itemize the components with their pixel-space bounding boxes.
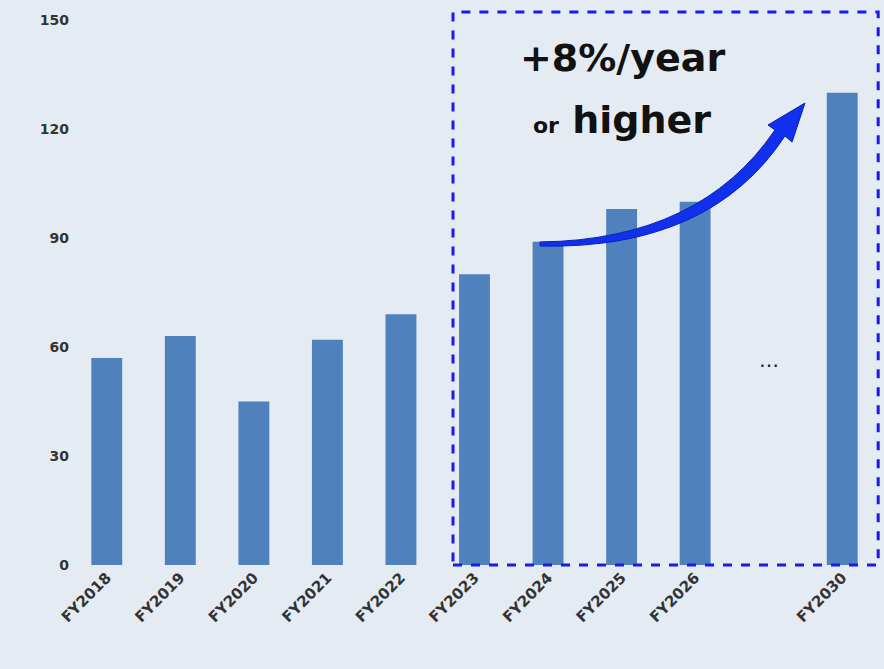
svg-text:FY2030: FY2030 [793, 569, 850, 626]
svg-text:+8%/year: +8%/year [520, 36, 725, 80]
svg-text:30: 30 [50, 448, 70, 464]
svg-text:FY2022: FY2022 [352, 569, 409, 626]
svg-text:FY2024: FY2024 [499, 569, 556, 626]
svg-text:FY2021: FY2021 [278, 569, 335, 626]
svg-text:150: 150 [40, 12, 69, 28]
svg-text:…: … [759, 348, 779, 372]
svg-text:FY2018: FY2018 [58, 569, 115, 626]
svg-text:FY2025: FY2025 [573, 569, 630, 626]
svg-text:FY2019: FY2019 [131, 569, 188, 626]
svg-text:0: 0 [59, 557, 69, 573]
svg-text:60: 60 [50, 339, 70, 355]
svg-text:120: 120 [40, 121, 69, 137]
svg-text:FY2020: FY2020 [205, 569, 262, 626]
svg-text:FY2026: FY2026 [646, 569, 703, 626]
svg-text:FY2023: FY2023 [425, 569, 482, 626]
svg-text:or higher: or higher [533, 98, 711, 142]
svg-text:90: 90 [50, 230, 70, 246]
